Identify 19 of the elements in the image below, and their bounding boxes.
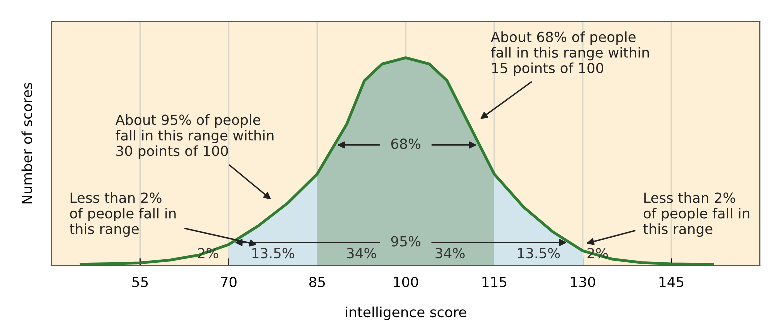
annotation: Less than 2% of people fall in this range: [644, 192, 750, 238]
annotation: About 68% of people fall in this range within 15 points of 100: [491, 32, 650, 76]
y-axis-title: Number of scores: [22, 83, 32, 204]
x-tick-label: 55: [132, 277, 148, 288]
x-tick-label: 85: [310, 276, 326, 288]
annotation: 34%: [436, 248, 465, 259]
x-tick-label: 100: [394, 276, 418, 288]
x-tick-label: 145: [660, 277, 684, 288]
annotation: 13.5%: [518, 248, 560, 259]
annotation: 68%: [392, 138, 421, 150]
x-tick-label: 130: [571, 276, 596, 288]
annotation: About 95% of people fall in this range within 30 points of 100: [116, 114, 274, 160]
x-tick-label: 70: [221, 276, 237, 288]
x-tick-label: 115: [482, 277, 507, 288]
annotation: 34%: [347, 248, 376, 259]
annotation: 13.5%: [252, 248, 294, 259]
annotation: Less than 2% of people fall in this range: [70, 192, 176, 238]
x-axis-title: intelligence score: [346, 306, 466, 320]
annotation: 95%: [391, 236, 421, 247]
